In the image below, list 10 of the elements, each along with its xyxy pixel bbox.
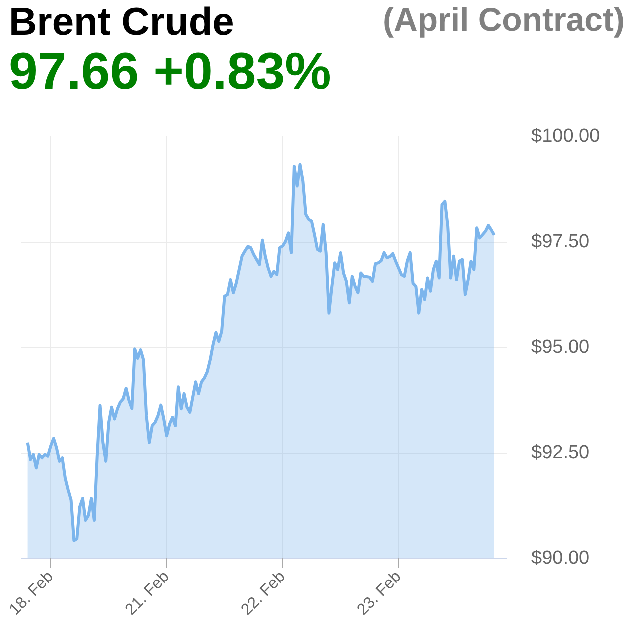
x-tick-label: 21. Feb xyxy=(122,568,174,619)
x-tick-label: 18. Feb xyxy=(6,568,58,619)
chart-subtitle: (April Contract) xyxy=(383,0,624,40)
y-tick-label: $97.50 xyxy=(532,232,590,252)
y-tick-label: $92.50 xyxy=(532,442,590,464)
y-tick-label: $95.00 xyxy=(532,337,590,358)
y-tick-label: $100.00 xyxy=(532,126,600,147)
x-tick-label: 23. Feb xyxy=(354,568,405,619)
x-tick-label: 22. Feb xyxy=(238,568,289,619)
y-tick-label: $90.00 xyxy=(532,548,590,569)
